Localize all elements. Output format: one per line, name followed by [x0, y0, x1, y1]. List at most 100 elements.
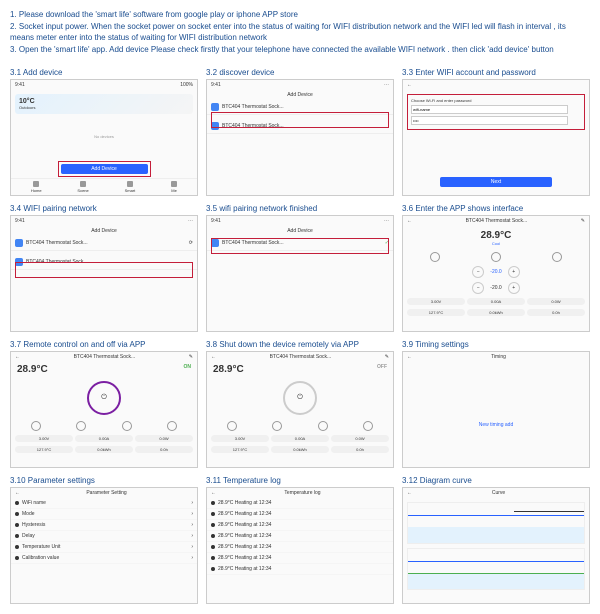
- device-highlight: [211, 112, 389, 128]
- minus-button-2[interactable]: −: [472, 282, 484, 294]
- nav-smart[interactable]: Smart: [125, 181, 136, 193]
- header-label: Add Device: [207, 90, 393, 100]
- plus-button-2[interactable]: +: [508, 282, 520, 294]
- cell-3-10: 3.10 Parameter settings ←Parameter Setti…: [10, 476, 198, 604]
- log-row-6: 28.9°C Heating at 12:34: [207, 553, 393, 564]
- power-icon: ⏻: [101, 394, 107, 402]
- status-bar: 9:41100%: [11, 80, 197, 90]
- weather-card: 10°C Outdoors: [15, 94, 193, 114]
- mode-3[interactable]: [552, 252, 562, 262]
- status-bar: ←Parameter Setting: [11, 488, 197, 498]
- stat-energy: 0.0kWh: [467, 309, 525, 316]
- mode-d[interactable]: [363, 421, 373, 431]
- log-5: 28.9°C Heating at 12:34: [218, 544, 271, 550]
- log-4: 28.9°C Heating at 12:34: [218, 533, 271, 539]
- phone-3-4: 9:41⋯ Add Device BTC404 Thermostat Sock.…: [10, 215, 198, 332]
- cell-3-3: 3.3 Enter WIFI account and password ← Ch…: [402, 68, 590, 196]
- instructions-block: 1. Please download the 'smart life' soft…: [10, 10, 590, 56]
- next-button[interactable]: Next: [440, 177, 552, 187]
- phone-3-3: ← Choose Wi-Fi and enter password Next: [402, 79, 590, 196]
- timing-title: Timing: [491, 354, 506, 360]
- title-3-1: 3.1 Add device: [10, 68, 198, 77]
- status-bar: ←Temperature log: [207, 488, 393, 498]
- param-row-6[interactable]: Calibration value›: [11, 553, 197, 564]
- nav-scene[interactable]: Scene: [77, 181, 88, 193]
- log-row-1: 28.9°C Heating at 12:34: [207, 498, 393, 509]
- mode-b[interactable]: [76, 421, 86, 431]
- mode-a[interactable]: [227, 421, 237, 431]
- device-title: BTC404 Thermostat Sock...: [74, 354, 136, 360]
- stats-row-b: 127.9°C 0.0kWh 0.0h: [11, 444, 197, 455]
- cell-3-6: 3.6 Enter the APP shows interface ←BTC40…: [402, 204, 590, 332]
- phone-3-8: ←BTC404 Thermostat Sock...✎ 28.9°C OFF ⏻…: [206, 351, 394, 468]
- log-6: 28.9°C Heating at 12:34: [218, 555, 271, 561]
- on-status: ON: [184, 364, 192, 375]
- mode-1[interactable]: [430, 252, 440, 262]
- status-bar: ←: [403, 80, 589, 90]
- phone-3-12: ←Curve: [402, 487, 590, 604]
- control-dial-off[interactable]: ⏻: [283, 381, 317, 415]
- graph-line-blue: [408, 515, 584, 516]
- minus-button[interactable]: −: [472, 266, 484, 278]
- cell-3-8: 3.8 Shut down the device remotely via AP…: [206, 340, 394, 468]
- title-3-9: 3.9 Timing settings: [402, 340, 590, 349]
- wifi-name-input[interactable]: [411, 105, 568, 114]
- nav-home[interactable]: Home: [31, 181, 42, 193]
- param-row-2[interactable]: Mode›: [11, 509, 197, 520]
- title-3-7: 3.7 Remote control on and off via APP: [10, 340, 198, 349]
- nav-me[interactable]: Me: [171, 181, 177, 193]
- set-temp-1: -20.0: [490, 269, 501, 275]
- log-row-7: 28.9°C Heating at 12:34: [207, 564, 393, 575]
- bullet-icon: [15, 523, 19, 527]
- wifi-password-input[interactable]: [411, 116, 568, 125]
- param-row-3[interactable]: Hysteresis›: [11, 520, 197, 531]
- current-temp: 28.9°C: [213, 364, 244, 375]
- device-icon: [15, 239, 23, 247]
- graph-2: [407, 548, 585, 590]
- graph-line-green: [408, 573, 584, 574]
- mode-c[interactable]: [318, 421, 328, 431]
- phone-3-7: ←BTC404 Thermostat Sock...✎ 28.9°C ON ⏻ …: [10, 351, 198, 468]
- log-row-4: 28.9°C Heating at 12:34: [207, 531, 393, 542]
- bullet-icon: [211, 567, 215, 571]
- param-4-label: Delay: [22, 533, 35, 539]
- param-row-1[interactable]: WiFi name›: [11, 498, 197, 509]
- status-bar: 9:41⋯: [11, 216, 197, 226]
- stats-row-1: 3.00V 0.00A 0.0W: [403, 296, 589, 307]
- mode-b[interactable]: [272, 421, 282, 431]
- title-3-12: 3.12 Diagram curve: [402, 476, 590, 485]
- bullet-icon: [211, 534, 215, 538]
- no-device-label: No devices: [11, 134, 197, 139]
- param-row-4[interactable]: Delay›: [11, 531, 197, 542]
- graph-1: [407, 502, 585, 544]
- add-device-button[interactable]: Add Device: [61, 164, 148, 174]
- bullet-icon: [211, 501, 215, 505]
- temp-status-row: 28.9°C OFF: [207, 362, 393, 377]
- mode-2[interactable]: [491, 252, 501, 262]
- mode-c[interactable]: [122, 421, 132, 431]
- wifi-prompt: Choose Wi-Fi and enter password: [411, 98, 581, 103]
- title-3-4: 3.4 WIFI pairing network: [10, 204, 198, 213]
- mode-a[interactable]: [31, 421, 41, 431]
- status-bar: 9:41⋯: [207, 216, 393, 226]
- add-timing-button[interactable]: New timing add: [403, 422, 589, 428]
- stat-temp: 127.9°C: [407, 309, 465, 316]
- bullet-icon: [15, 556, 19, 560]
- mode-icons: [207, 419, 393, 433]
- plus-button[interactable]: +: [508, 266, 520, 278]
- stats-row: 3.00V 0.00A 0.0W: [11, 433, 197, 444]
- title-3-8: 3.8 Shut down the device remotely via AP…: [206, 340, 394, 349]
- cell-3-9: 3.9 Timing settings ←Timing New timing a…: [402, 340, 590, 468]
- stat-6: 0.0h: [331, 446, 389, 453]
- param-row-5[interactable]: Temperature Unit›: [11, 542, 197, 553]
- device-name: BTC404 Thermostat Sock...: [222, 104, 284, 110]
- bullet-icon: [211, 523, 215, 527]
- control-dial[interactable]: ⏻: [87, 381, 121, 415]
- mode-d[interactable]: [167, 421, 177, 431]
- temp-status-row: 28.9°C ON: [11, 362, 197, 377]
- stat-power: 0.0W: [527, 298, 585, 305]
- cell-3-5: 3.5 wifi pairing network finished 9:41⋯ …: [206, 204, 394, 332]
- bullet-icon: [15, 501, 19, 505]
- cell-3-4: 3.4 WIFI pairing network 9:41⋯ Add Devic…: [10, 204, 198, 332]
- instruction-1: 1. Please download the 'smart life' soft…: [10, 10, 590, 20]
